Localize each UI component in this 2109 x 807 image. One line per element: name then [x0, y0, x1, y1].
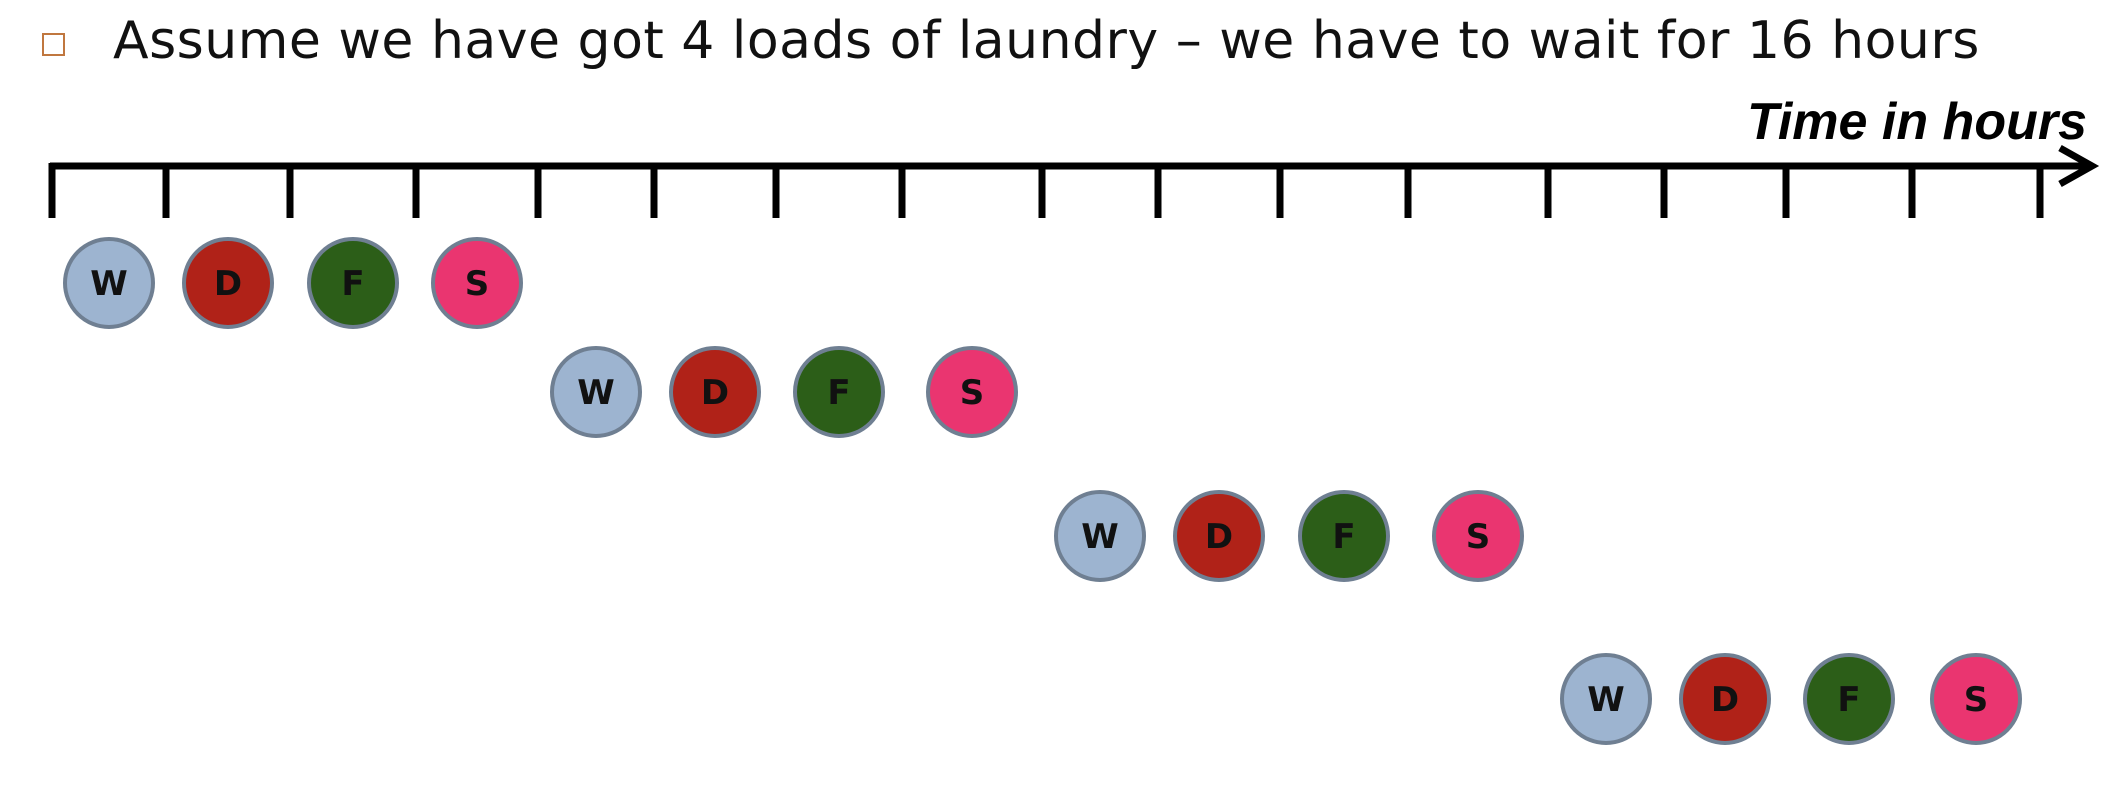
laundry-loads: W D F S W D F S W D F S W D F S — [63, 237, 2022, 745]
stage-circle — [669, 346, 761, 438]
stage-circle — [550, 346, 642, 438]
stage-label: S — [1466, 517, 1491, 557]
stage-circle — [307, 237, 399, 329]
stage-circle — [182, 237, 274, 329]
stage-circle — [1803, 653, 1895, 745]
stage-label: W — [1081, 517, 1119, 557]
stage-label: F — [1332, 517, 1355, 557]
stage-circle — [1298, 490, 1390, 582]
stage-label: W — [577, 373, 615, 413]
axis-arrow-icon — [2058, 144, 2100, 188]
stage-circle — [1054, 490, 1146, 582]
stage-circle — [793, 346, 885, 438]
stage-label: W — [1587, 680, 1625, 720]
stage-label: D — [1205, 517, 1233, 557]
stage-label: F — [341, 264, 364, 304]
stage-label: D — [701, 373, 729, 413]
stage-circle — [1173, 490, 1265, 582]
stage-label: S — [465, 264, 490, 304]
stage-label: D — [214, 264, 242, 304]
axis-label: Time in hours — [1747, 93, 2087, 151]
bullet-text: Assume we have got 4 loads of laundry – … — [113, 11, 1980, 71]
stage-circle — [1679, 653, 1771, 745]
stage-circle — [926, 346, 1018, 438]
bullet-line: Assume we have got 4 loads of laundry – … — [42, 6, 1980, 76]
stage-label: W — [90, 264, 128, 304]
stage-label: S — [1964, 680, 1989, 720]
stage-circle — [1560, 653, 1652, 745]
stage-label: D — [1711, 680, 1739, 720]
stage-circle — [63, 237, 155, 329]
stage-label: F — [827, 373, 850, 413]
stage-circle — [431, 237, 523, 329]
stage-label: S — [960, 373, 985, 413]
time-axis — [48, 144, 2100, 218]
stage-circle — [1930, 653, 2022, 745]
square-bullet-icon — [42, 32, 65, 56]
stage-circle — [1432, 490, 1524, 582]
stage-label: F — [1837, 680, 1860, 720]
